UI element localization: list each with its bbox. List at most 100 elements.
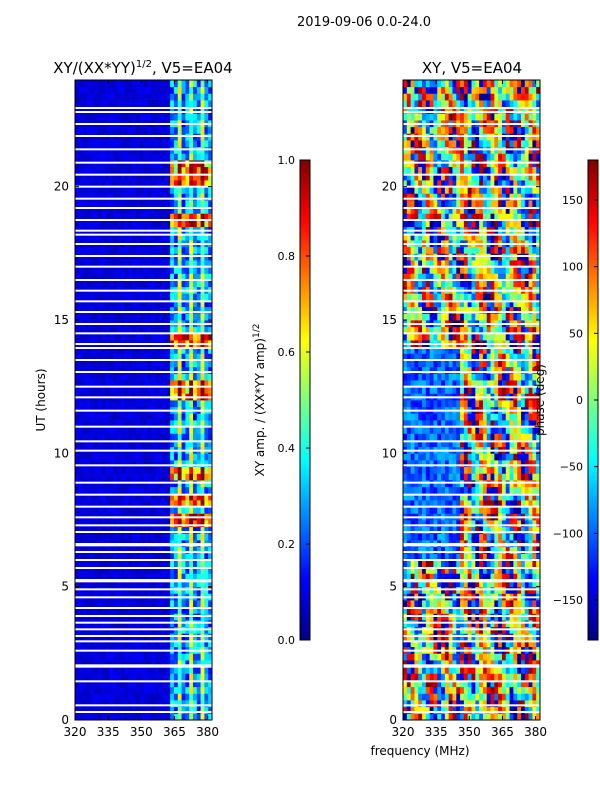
phase-cell	[532, 506, 537, 514]
phase-cell	[429, 693, 434, 701]
amplitude-cell	[189, 266, 194, 274]
amplitude-cell	[78, 653, 84, 661]
x-tick-label: 380	[196, 725, 219, 739]
amplitude-cell	[181, 413, 186, 421]
phase-cell	[414, 486, 419, 494]
phase-cell	[482, 653, 488, 661]
amplitude-cell	[97, 333, 103, 341]
phase-cell	[524, 520, 529, 528]
amplitude-cell	[113, 460, 118, 468]
amplitude-cell	[120, 713, 125, 721]
phase-cell	[536, 526, 541, 534]
amplitude-cell	[101, 520, 106, 528]
amplitude-cell	[185, 360, 190, 368]
phase-cell	[486, 466, 491, 474]
amplitude-cell	[162, 180, 167, 188]
amplitude-cell	[147, 713, 152, 721]
amplitude-cell	[101, 466, 106, 474]
phase-cell	[460, 506, 465, 514]
phase-cell	[524, 713, 529, 721]
amplitude-cell	[177, 100, 182, 108]
amplitude-cell	[158, 366, 163, 374]
amplitude-cell	[173, 440, 179, 448]
amplitude-cell	[109, 266, 114, 274]
phase-cell	[429, 553, 434, 561]
amplitude-cell	[181, 500, 186, 508]
phase-cell	[505, 660, 510, 668]
amplitude-cell	[101, 326, 106, 334]
phase-cell	[418, 606, 423, 614]
amplitude-cell	[78, 333, 84, 341]
amplitude-cell	[158, 713, 163, 721]
amplitude-cell	[189, 326, 194, 334]
amplitude-cell	[120, 466, 125, 474]
amplitude-cell	[154, 293, 160, 301]
phase-cell	[418, 666, 423, 674]
amplitude-cell	[113, 653, 118, 661]
phase-cell	[532, 606, 537, 614]
phase-cell	[406, 460, 412, 468]
amplitude-cell	[116, 553, 122, 561]
amplitude-cell	[185, 213, 190, 221]
amplitude-cell	[128, 400, 133, 408]
amplitude-cell	[147, 700, 152, 708]
amplitude-cell	[166, 206, 171, 214]
amplitude-cell	[170, 600, 175, 608]
amplitude-cell	[154, 153, 160, 161]
amplitude-cell	[86, 306, 91, 314]
amplitude-cell	[75, 466, 80, 474]
amplitude-cell	[120, 140, 125, 148]
amplitude-cell	[204, 313, 209, 321]
amplitude-cell	[97, 400, 103, 408]
amplitude-cell	[208, 206, 213, 214]
amplitude-cell	[135, 300, 141, 308]
amplitude-cell	[204, 306, 209, 314]
amplitude-cell	[124, 546, 129, 554]
amplitude-cell	[78, 180, 84, 188]
amplitude-cell	[185, 386, 190, 394]
amplitude-cell	[181, 640, 186, 648]
amplitude-cell	[101, 473, 106, 481]
amplitude-cell	[170, 426, 175, 434]
amplitude-gap-line	[75, 207, 212, 209]
amplitude-cell	[154, 573, 160, 581]
phase-cell	[498, 486, 503, 494]
amplitude-cell	[94, 86, 99, 94]
amplitude-cell	[90, 106, 95, 114]
phase-cell	[410, 666, 415, 674]
amplitude-cell	[151, 686, 156, 694]
amplitude-cell	[208, 333, 213, 341]
amplitude-cell	[177, 566, 182, 574]
amplitude-cell	[120, 93, 125, 101]
amplitude-cell	[177, 466, 182, 474]
phase-cell	[460, 560, 465, 568]
amplitude-cell	[128, 280, 133, 288]
amplitude-cell	[170, 113, 175, 121]
amplitude-cell	[208, 220, 213, 228]
phase-cell	[429, 600, 434, 608]
amplitude-cell	[177, 140, 182, 148]
amplitude-cell	[101, 260, 106, 268]
phase-cell	[486, 460, 491, 468]
amplitude-cell	[158, 373, 163, 381]
amplitude-cell	[208, 520, 213, 528]
amplitude-cell	[139, 260, 144, 268]
amplitude-cell	[143, 246, 148, 254]
phase-cell	[520, 606, 526, 614]
amplitude-cell	[128, 453, 133, 461]
amplitude-cell	[200, 460, 205, 468]
amplitude-gap-line	[75, 704, 212, 707]
amplitude-cell	[86, 200, 91, 208]
amplitude-cell	[154, 166, 160, 174]
amplitude-cell	[75, 266, 80, 274]
amplitude-heatmap	[75, 80, 213, 721]
phase-cell	[517, 700, 522, 708]
amplitude-cell	[116, 273, 122, 281]
amplitude-cell	[75, 453, 80, 461]
amplitude-cell	[196, 413, 201, 421]
amplitude-cell	[147, 246, 152, 254]
phase-cell	[471, 460, 476, 468]
amplitude-cell	[97, 600, 103, 608]
amplitude-cell	[101, 400, 106, 408]
amplitude-cell	[124, 346, 129, 354]
